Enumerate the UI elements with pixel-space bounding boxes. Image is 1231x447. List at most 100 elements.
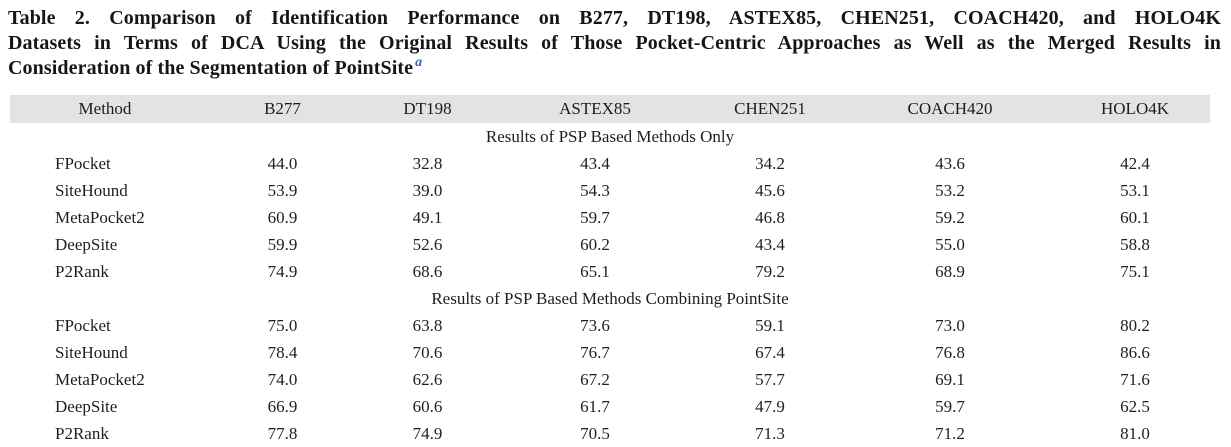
value-cell: 57.7 bbox=[755, 369, 785, 389]
method-cell: DeepSite bbox=[55, 234, 118, 254]
method-cell: FPocket bbox=[55, 153, 111, 173]
value-cell: 53.9 bbox=[267, 180, 298, 200]
value-cell: 80.2 bbox=[1120, 315, 1150, 335]
table-row: FPocket 75.0 63.8 73.6 59.1 73.0 80.2 bbox=[10, 312, 1210, 339]
value-cell: 78.4 bbox=[267, 342, 298, 362]
results-table: Method B277 DT198 ASTEX85 CHEN251 COACH4… bbox=[10, 95, 1210, 447]
value-cell: 66.9 bbox=[267, 396, 298, 416]
value-cell: 67.4 bbox=[755, 342, 785, 362]
value-cell: 43.6 bbox=[935, 153, 965, 173]
value-cell: 60.2 bbox=[580, 234, 610, 254]
value-cell: 46.8 bbox=[755, 207, 785, 227]
section-header-row: Results of PSP Based Methods Only bbox=[10, 123, 1210, 150]
value-cell: 39.0 bbox=[412, 180, 443, 200]
value-cell: 44.0 bbox=[267, 153, 298, 173]
value-cell: 73.0 bbox=[935, 315, 965, 335]
value-cell: 59.1 bbox=[755, 315, 785, 335]
value-cell: 74.9 bbox=[412, 423, 443, 443]
value-cell: 59.2 bbox=[935, 207, 965, 227]
value-cell: 63.8 bbox=[412, 315, 443, 335]
value-cell: 42.4 bbox=[1120, 153, 1150, 173]
method-cell: P2Rank bbox=[55, 261, 109, 281]
value-cell: 60.6 bbox=[412, 396, 443, 416]
value-cell: 67.2 bbox=[580, 369, 610, 389]
column-header-b277: B277 bbox=[264, 99, 301, 118]
column-header-dt198: DT198 bbox=[403, 99, 452, 118]
value-cell: 71.6 bbox=[1120, 369, 1150, 389]
value-cell: 49.1 bbox=[412, 207, 443, 227]
value-cell: 59.7 bbox=[935, 396, 965, 416]
method-cell: MetaPocket2 bbox=[55, 207, 145, 227]
table-row: P2Rank 74.9 68.6 65.1 79.2 68.9 75.1 bbox=[10, 258, 1210, 285]
value-cell: 55.0 bbox=[935, 234, 965, 254]
value-cell: 68.6 bbox=[412, 261, 443, 281]
caption-line-1: Table 2. Comparison of Identification Pe… bbox=[8, 7, 1221, 29]
value-cell: 60.1 bbox=[1120, 207, 1150, 227]
method-cell: SiteHound bbox=[55, 180, 128, 200]
column-header-chen251: CHEN251 bbox=[734, 99, 806, 118]
value-cell: 77.8 bbox=[267, 423, 298, 443]
value-cell: 52.6 bbox=[412, 234, 443, 254]
table-row: FPocket 44.0 32.8 43.4 34.2 43.6 42.4 bbox=[10, 150, 1210, 177]
value-cell: 62.5 bbox=[1120, 396, 1150, 416]
value-cell: 70.6 bbox=[412, 342, 443, 362]
value-cell: 68.9 bbox=[935, 261, 965, 281]
value-cell: 74.0 bbox=[267, 369, 298, 389]
value-cell: 53.2 bbox=[935, 180, 965, 200]
value-cell: 43.4 bbox=[580, 153, 610, 173]
method-cell: P2Rank bbox=[55, 423, 109, 443]
value-cell: 59.7 bbox=[580, 207, 610, 227]
caption-line-3: Consideration of the Segmentation of Poi… bbox=[8, 56, 1221, 81]
section-header: Results of PSP Based Methods Combining P… bbox=[431, 288, 789, 308]
table-row: MetaPocket2 74.0 62.6 67.2 57.7 69.1 71.6 bbox=[10, 366, 1210, 393]
method-cell: MetaPocket2 bbox=[55, 369, 145, 389]
value-cell: 75.0 bbox=[267, 315, 298, 335]
method-cell: SiteHound bbox=[55, 342, 128, 362]
value-cell: 65.1 bbox=[580, 261, 610, 281]
table-row: SiteHound 53.9 39.0 54.3 45.6 53.2 53.1 bbox=[10, 177, 1210, 204]
table-body: Results of PSP Based Methods Only FPocket… bbox=[10, 123, 1210, 447]
column-header-row: Method B277 DT198 ASTEX85 CHEN251 COACH4… bbox=[10, 95, 1210, 123]
value-cell: 60.9 bbox=[267, 207, 298, 227]
value-cell: 81.0 bbox=[1120, 423, 1150, 443]
column-header-holo4k: HOLO4K bbox=[1101, 99, 1169, 118]
value-cell: 76.7 bbox=[580, 342, 610, 362]
table-caption: Table 2. Comparison of Identification Pe… bbox=[8, 6, 1221, 81]
column-header-astex85: ASTEX85 bbox=[559, 99, 631, 118]
value-cell: 62.6 bbox=[412, 369, 443, 389]
value-cell: 47.9 bbox=[755, 396, 785, 416]
table-row: DeepSite 59.9 52.6 60.2 43.4 55.0 58.8 bbox=[10, 231, 1210, 258]
caption-line-2: Datasets in Terms of DCA Using the Origi… bbox=[8, 32, 1221, 54]
value-cell: 71.2 bbox=[935, 423, 965, 443]
table-row: SiteHound 78.4 70.6 76.7 67.4 76.8 86.6 bbox=[10, 339, 1210, 366]
method-cell: FPocket bbox=[55, 315, 111, 335]
caption-line-3-text: Consideration of the Segmentation of Poi… bbox=[8, 57, 414, 79]
value-cell: 32.8 bbox=[412, 153, 443, 173]
column-header-method: Method bbox=[78, 99, 132, 118]
value-cell: 70.5 bbox=[580, 423, 610, 443]
value-cell: 69.1 bbox=[935, 369, 965, 389]
table-row: DeepSite 66.9 60.6 61.7 47.9 59.7 62.5 bbox=[10, 393, 1210, 420]
value-cell: 59.9 bbox=[267, 234, 298, 254]
value-cell: 43.4 bbox=[755, 234, 785, 254]
column-header-coach420: COACH420 bbox=[907, 99, 993, 118]
value-cell: 58.8 bbox=[1120, 234, 1150, 254]
value-cell: 71.3 bbox=[755, 423, 785, 443]
table-row: MetaPocket2 60.9 49.1 59.7 46.8 59.2 60.1 bbox=[10, 204, 1210, 231]
value-cell: 74.9 bbox=[267, 261, 298, 281]
value-cell: 53.1 bbox=[1120, 180, 1150, 200]
value-cell: 76.8 bbox=[935, 342, 965, 362]
section-header: Results of PSP Based Methods Only bbox=[485, 126, 735, 146]
value-cell: 45.6 bbox=[755, 180, 785, 200]
value-cell: 86.6 bbox=[1120, 342, 1150, 362]
table-row: P2Rank 77.8 74.9 70.5 71.3 71.2 81.0 bbox=[10, 420, 1210, 447]
method-cell: DeepSite bbox=[55, 396, 118, 416]
value-cell: 54.3 bbox=[580, 180, 610, 200]
value-cell: 75.1 bbox=[1120, 261, 1150, 281]
value-cell: 34.2 bbox=[755, 153, 785, 173]
footnote-marker: a bbox=[415, 55, 423, 71]
value-cell: 61.7 bbox=[580, 396, 610, 416]
value-cell: 79.2 bbox=[755, 261, 785, 281]
value-cell: 73.6 bbox=[580, 315, 610, 335]
section-header-row: Results of PSP Based Methods Combining P… bbox=[10, 285, 1210, 312]
